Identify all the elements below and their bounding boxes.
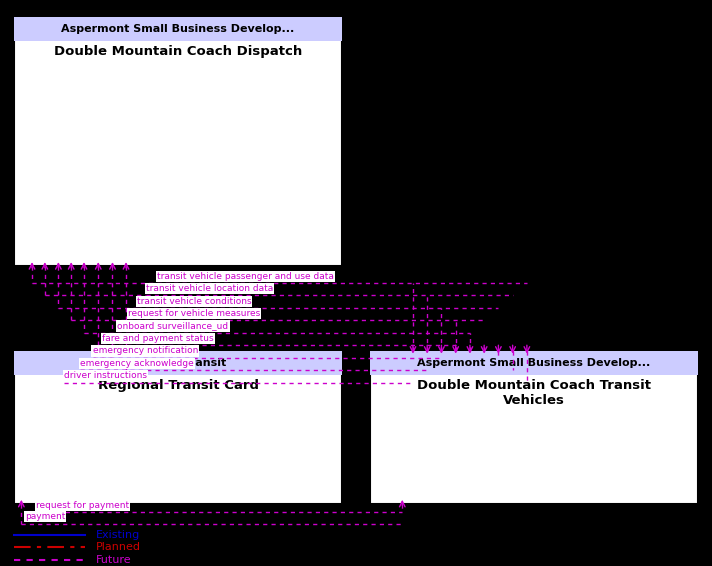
Text: Aspermont Small Business Develop...: Aspermont Small Business Develop... (417, 358, 651, 368)
Text: transit vehicle conditions: transit vehicle conditions (137, 297, 251, 306)
Text: Planned: Planned (96, 542, 141, 552)
Text: Existing: Existing (96, 530, 140, 540)
Text: CityLink Transit: CityLink Transit (130, 358, 226, 368)
Bar (370, 351, 698, 504)
Text: Future: Future (96, 555, 132, 565)
Text: Regional Transit Card: Regional Transit Card (98, 379, 258, 392)
Bar (14, 351, 342, 504)
Text: payment: payment (25, 512, 66, 521)
Bar (370, 351, 698, 375)
Text: onboard surveillance_ud: onboard surveillance_ud (117, 321, 229, 331)
Bar (14, 17, 342, 266)
Text: emergency acknowledge: emergency acknowledge (80, 359, 194, 368)
Text: Double Mountain Coach Dispatch: Double Mountain Coach Dispatch (54, 45, 302, 58)
Text: Double Mountain Coach Transit
Vehicles: Double Mountain Coach Transit Vehicles (417, 379, 651, 407)
Text: emergency notification: emergency notification (93, 346, 198, 355)
Text: Aspermont Small Business Develop...: Aspermont Small Business Develop... (61, 24, 295, 34)
Text: fare and payment status: fare and payment status (102, 334, 214, 343)
Text: driver instructions: driver instructions (64, 371, 147, 380)
Text: request for vehicle measures: request for vehicle measures (128, 309, 261, 318)
Bar (14, 351, 342, 375)
Text: transit vehicle passenger and use data: transit vehicle passenger and use data (157, 272, 333, 281)
Text: transit vehicle location data: transit vehicle location data (146, 284, 273, 293)
Bar (14, 17, 342, 41)
Text: request for payment: request for payment (36, 501, 129, 510)
